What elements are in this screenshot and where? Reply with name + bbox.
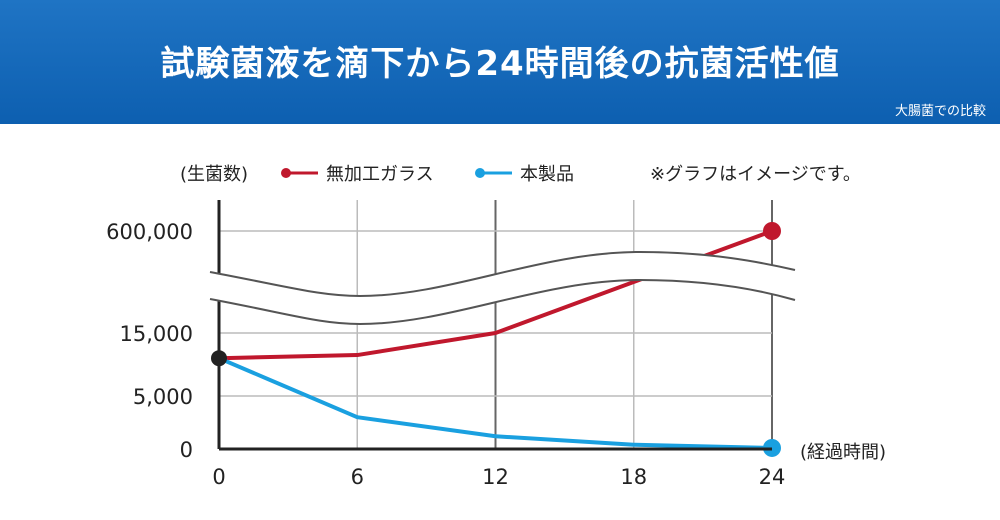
y-tick-label: 0 [180,438,193,462]
x-tick-label: 0 [212,465,225,489]
y-axis-label: (生菌数) [180,164,248,185]
series-line-1 [217,229,774,361]
legend-marker-1 [281,168,291,178]
chart-note: ※グラフはイメージです。 [650,164,861,185]
axis-break-gap [210,252,795,324]
legend-label-2: 本製品 [520,164,574,185]
series-end-point-1 [763,222,781,240]
x-tick-label: 6 [351,465,364,489]
series-line-2 [217,356,774,450]
x-axis-label: (経過時間) [800,442,886,463]
legend-label-1: 無加工ガラス [326,164,434,185]
y-tick-label: 600,000 [106,220,193,244]
x-tick-label: 12 [482,465,509,489]
y-tick-label: 15,000 [120,322,193,346]
x-tick-label: 24 [759,465,786,489]
header-banner: 試験菌液を滴下から24時間後の抗菌活性値 大腸菌での比較 [0,0,1000,124]
axis-break-line-lower [209,278,796,326]
axis-break-line-upper [209,250,796,298]
series-start-point [211,350,227,367]
y-tick-label: 5,000 [133,385,193,409]
page-subtitle: 大腸菌での比較 [894,104,986,119]
x-tick-label: 18 [620,465,647,489]
page-title: 試験菌液を滴下から24時間後の抗菌活性値 [160,44,840,84]
legend-marker-2 [475,168,485,178]
